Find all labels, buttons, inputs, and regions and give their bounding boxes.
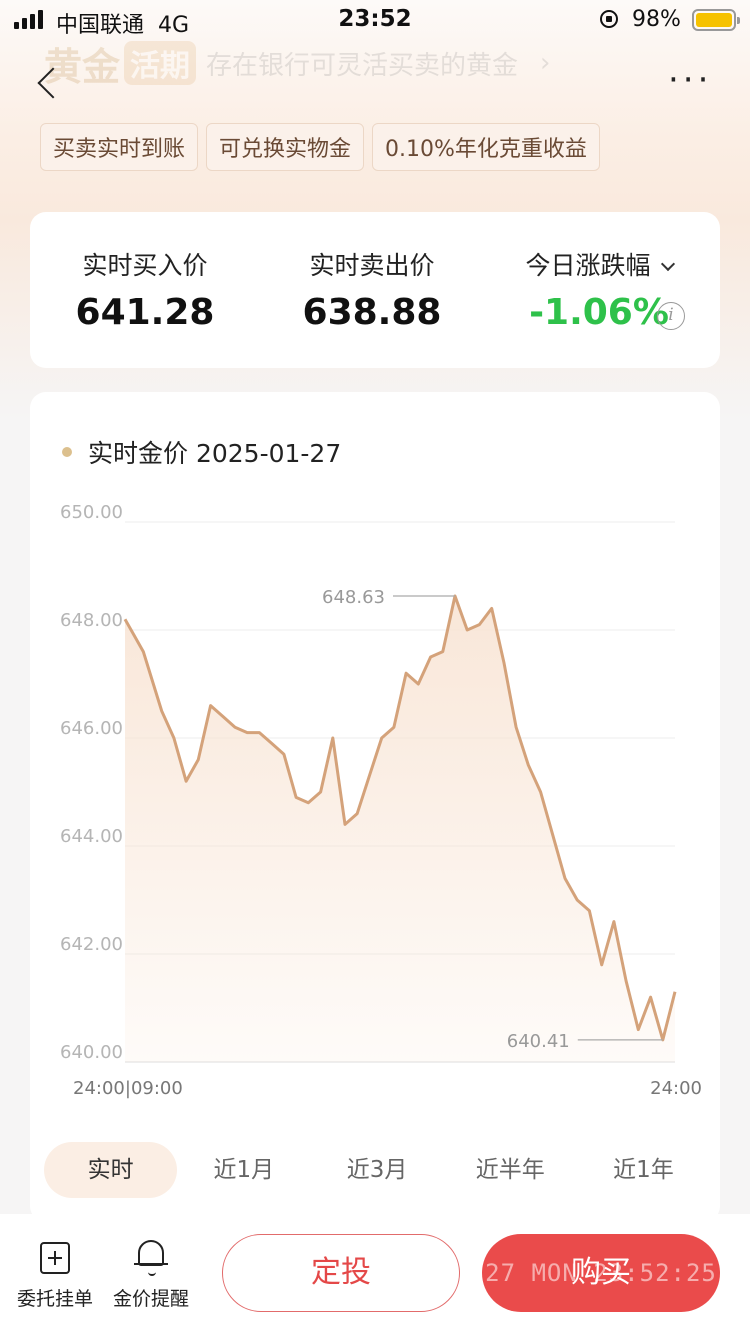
battery-percent: 98% [632,7,681,32]
rotation-lock-icon [600,10,618,28]
price-line [123,594,677,1042]
feature-tags: 买卖实时到账 可兑换实物金 0.10%年化克重收益 [40,123,600,171]
sell-price-label: 实时卖出价 [309,251,435,280]
signal-icon [14,10,43,29]
min-value-label: 640.41 [507,1031,570,1052]
status-time: 23:52 [338,6,412,32]
auto-invest-button[interactable]: 定投 [222,1234,460,1312]
chevron-right-icon: › [540,48,551,78]
tag-item: 0.10%年化克重收益 [372,123,600,171]
tab-3-months[interactable]: 近3月 [346,1157,408,1183]
status-bar: 中国联通 4G 23:52 98% [0,0,750,40]
buy-price-label: 实时买入价 [82,251,208,280]
y-tick-label: 648.00 [60,610,123,631]
tab-realtime[interactable]: 实时 [44,1142,178,1198]
tag-item: 可兑换实物金 [206,123,365,171]
bottom-action-bar: 委托挂单 金价提醒 定投 27 MON 23:52:25 购买 [0,1214,750,1334]
buy-button[interactable]: 27 MON 23:52:25 购买 [482,1234,720,1312]
add-order-icon [40,1242,70,1274]
title-sub: 存在银行可灵活买卖的黄金 [206,50,519,81]
legend-dot [62,447,72,457]
chevron-down-icon [660,256,675,272]
more-button[interactable]: ··· [668,60,713,100]
range-tabs: 实时 近1月 近3月 近半年 近1年 [44,1142,710,1198]
entrust-order-button[interactable]: 委托挂单 [10,1240,100,1311]
tab-1-year[interactable]: 近1年 [613,1157,674,1183]
price-chart[interactable]: 650.00 648.00 646.00 644.00 642.00 640.00 24:0… [30,392,720,1112]
y-tick-label: 646.00 [60,718,123,739]
price-alert-button[interactable]: 金价提醒 [106,1240,196,1311]
price-alert-label: 金价提醒 [112,1288,189,1310]
sell-price-value: 638.88 [302,292,442,333]
tab-1-month[interactable]: 近1月 [213,1157,275,1183]
price-card: 实时买入价 641.28 实时卖出价 638.88 今日涨跌幅 -1.06% i [30,212,720,368]
y-tick-label: 640.00 [60,1042,123,1063]
buy-button-label: 购买 [571,1255,631,1290]
entrust-order-label: 委托挂单 [16,1288,93,1310]
chart-card: 实时金价 2025-01-27 650.00 648.00 646.00 644.00… [30,392,720,1222]
back-button[interactable] [30,62,70,106]
faded-page-title: 黄金 活期 存在银行可灵活买卖的黄金 › [44,38,551,89]
battery-icon [692,9,740,31]
x-tick-label: 24:00|09:00 [73,1078,183,1099]
change-selector[interactable]: 今日涨跌幅 [484,246,714,282]
change-value: -1.06% [529,292,669,333]
bell-icon [134,1240,168,1276]
y-tick-label: 642.00 [60,934,123,955]
buy-price-block: 实时买入价 641.28 [30,246,260,333]
x-tick-label: 24:00 [650,1078,702,1099]
change-block[interactable]: 今日涨跌幅 -1.06% [484,246,714,333]
buy-price-value: 641.28 [75,292,215,333]
carrier-label: 中国联通 4G [56,13,190,38]
tag-item: 买卖实时到账 [40,123,199,171]
sell-price-block: 实时卖出价 638.88 [257,246,487,333]
y-tick-label: 644.00 [60,826,123,847]
timestamp-watermark: 27 MON 23:52:25 [485,1259,717,1287]
title-badge: 活期 [124,41,197,85]
max-value-label: 648.63 [322,587,385,608]
chart-title: 实时金价 2025-01-27 [88,439,342,468]
y-tick-label: 650.00 [60,502,123,523]
area-fill [125,596,675,1062]
info-icon[interactable]: i [657,302,685,330]
tab-half-year[interactable]: 近半年 [475,1157,545,1183]
